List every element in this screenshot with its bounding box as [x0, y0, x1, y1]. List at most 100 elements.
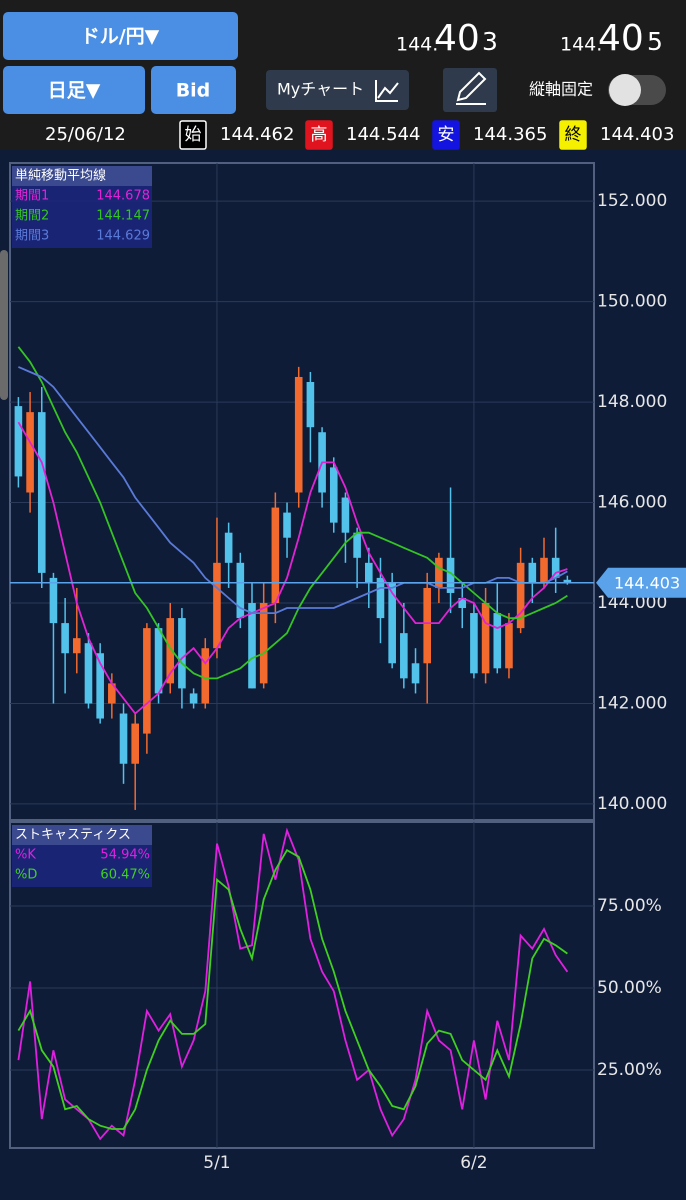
indicator-line — [17, 848, 568, 1130]
candle-body — [493, 613, 502, 669]
candle-body — [189, 693, 198, 704]
ohlc-badge-label: 終 — [565, 125, 582, 145]
axis-lock-label: 縦軸固定 — [529, 80, 593, 99]
legend-name: 期間1 — [15, 189, 49, 204]
indicator-line — [17, 346, 568, 680]
candle-body — [470, 613, 478, 674]
candle-body — [353, 532, 361, 558]
candle-body — [411, 663, 420, 684]
current-price-label: 144.403 — [614, 573, 680, 592]
candle-body — [306, 382, 315, 428]
scroll-handle — [0, 250, 8, 400]
bid-price-head: 144. — [396, 34, 438, 56]
ohlc-badge-label: 安 — [438, 125, 455, 145]
legend-value: 144.629 — [96, 229, 150, 244]
legend-name: 期間2 — [15, 209, 49, 224]
candle-body — [154, 628, 163, 694]
candle-body — [119, 713, 128, 764]
candle-body — [435, 557, 443, 588]
candle-body — [341, 497, 350, 533]
bid-price-big: 40 — [434, 18, 480, 59]
candle-body — [271, 507, 280, 604]
ohlc-value: 144.403 — [600, 124, 674, 145]
y-tick-label: 150.000 — [597, 292, 667, 312]
candle-body — [388, 582, 396, 664]
candle-body — [108, 683, 116, 704]
candle-body — [14, 406, 23, 477]
legend-title-bg — [12, 825, 152, 845]
chart-background — [0, 150, 686, 1200]
ask-price-head: 144. — [560, 34, 602, 56]
ohlc-badge — [305, 120, 333, 150]
ohlc-badge — [432, 120, 460, 150]
candle-body — [516, 562, 525, 629]
pair-button[interactable] — [3, 12, 238, 60]
legend-value: 54.94% — [100, 848, 150, 863]
candle-body — [224, 532, 233, 563]
period-button[interactable] — [3, 66, 145, 114]
candle-body — [423, 587, 431, 664]
toggle-knob — [609, 74, 641, 106]
legend-name: %D — [15, 868, 37, 883]
candle-body — [563, 579, 572, 583]
pair-button-label: ドル/円▼ — [81, 26, 160, 48]
legend-name: %K — [15, 848, 36, 863]
legend-value: 60.47% — [100, 868, 150, 883]
ohlc-badge — [179, 120, 207, 150]
legend-title: 単純移動平均線 — [15, 168, 106, 184]
candle-body — [259, 603, 268, 684]
y-tick-label: 152.000 — [597, 191, 667, 211]
y-tick-label: 146.000 — [597, 493, 667, 513]
ask-price-tail: 5 — [647, 27, 663, 56]
ohlc-badge-label: 始 — [185, 125, 202, 145]
candle-body — [37, 412, 46, 573]
candle-body — [528, 562, 537, 583]
candle-body — [26, 412, 34, 493]
candle-body — [213, 562, 221, 649]
chart-icon — [375, 80, 399, 102]
candle-body — [329, 467, 338, 523]
legend-title-bg — [12, 166, 152, 186]
my-chart-label: Myチャート — [277, 80, 364, 99]
x-tick-label: 5/1 — [203, 1153, 230, 1173]
legend-value: 144.147 — [96, 209, 150, 224]
candle-body — [481, 603, 490, 674]
ohlc-badge-label: 高 — [311, 125, 328, 145]
bid-price-tail: 3 — [482, 27, 498, 56]
ask-price-big: 40 — [598, 18, 644, 59]
candle-body — [201, 648, 210, 704]
y-tick-label: 142.000 — [597, 693, 667, 713]
panel-frame — [9, 821, 595, 1149]
indicator-line — [17, 421, 568, 715]
candle-body — [294, 376, 303, 493]
ohlc-row: 始 144.462 高 144.544 安 144.365 終 144.403 — [179, 120, 674, 150]
candle-body — [376, 577, 385, 619]
candle-body — [73, 638, 81, 654]
candle-body — [540, 557, 548, 583]
panel-frame — [9, 162, 595, 821]
bid-button[interactable] — [151, 66, 236, 114]
current-price-badge — [596, 567, 686, 598]
bid-button-label: Bid — [176, 80, 211, 102]
candle-body — [143, 628, 151, 734]
ohlc-value: 144.365 — [473, 124, 547, 145]
candle-body — [166, 618, 175, 684]
candle-body — [84, 643, 93, 704]
candle-body — [458, 597, 467, 609]
my-chart-button[interactable] — [266, 70, 409, 110]
ohlc-value: 144.462 — [220, 124, 294, 145]
candle-body — [365, 562, 373, 583]
y-tick-label: 144.000 — [597, 593, 667, 613]
legend-name: 期間3 — [15, 229, 49, 244]
candle-body — [248, 603, 256, 689]
ohlc-badge — [559, 120, 587, 150]
y-tick-label: 140.000 — [597, 794, 667, 814]
pen-icon — [456, 71, 487, 105]
draw-button[interactable] — [443, 68, 497, 112]
ohlc-date: 25/06/12 — [45, 124, 126, 145]
candle-body — [178, 618, 186, 689]
candle-body — [400, 633, 408, 679]
candle-body — [131, 723, 139, 764]
candle-body — [505, 623, 513, 669]
